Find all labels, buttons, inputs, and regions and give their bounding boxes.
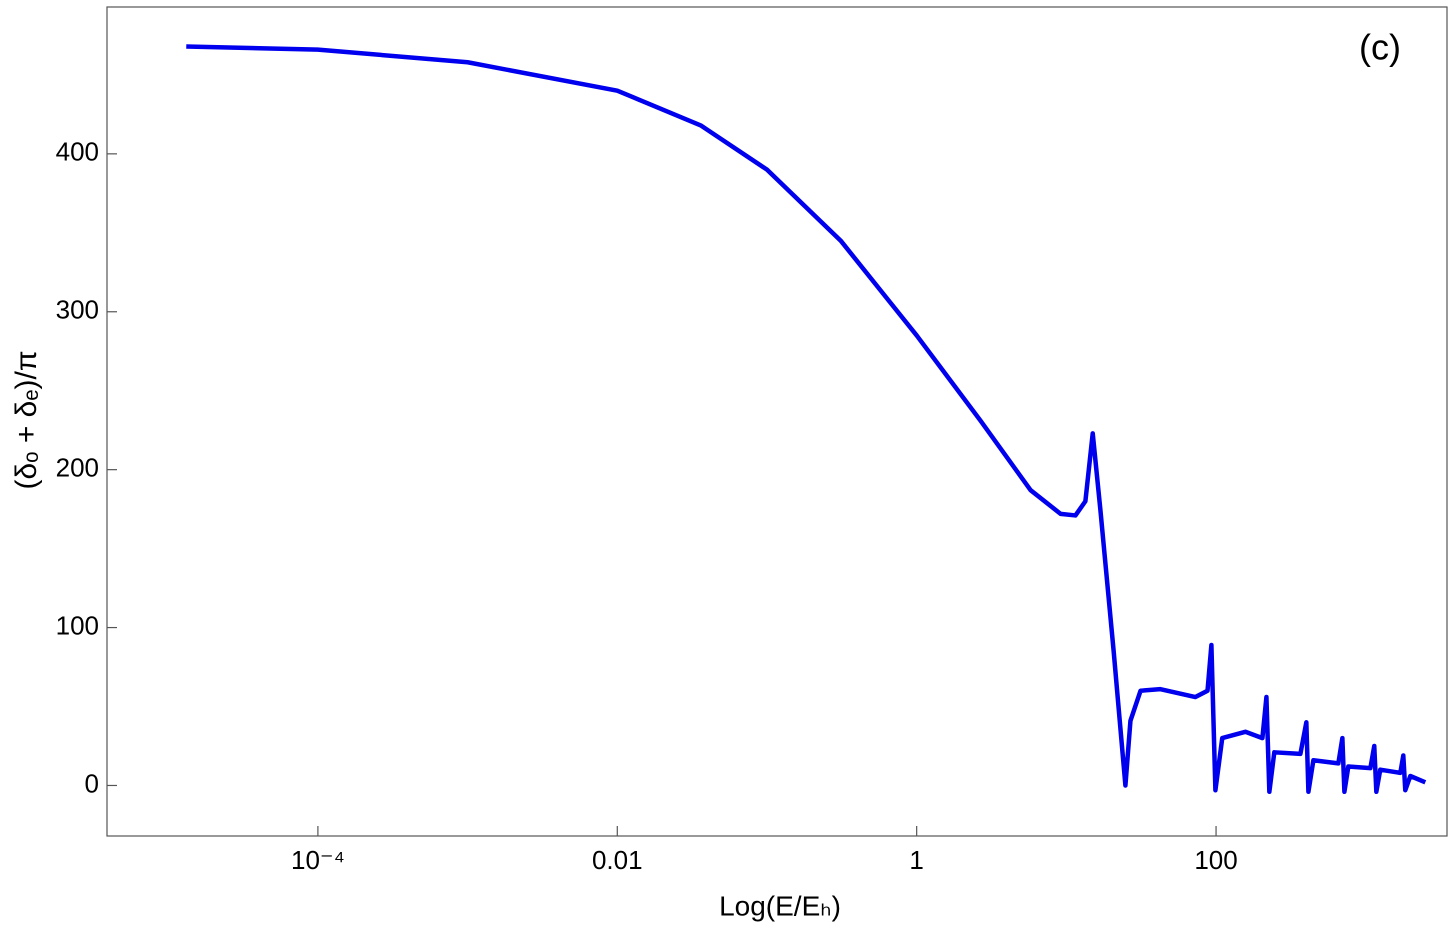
x-tick-label: 1	[909, 845, 923, 875]
x-axis-label: Log(E/Eₕ)	[719, 890, 841, 921]
y-axis-label: (δₒ + δₑ)/π	[10, 350, 43, 489]
y-tick-label: 0	[85, 768, 99, 798]
y-tick-label: 100	[56, 610, 99, 640]
y-tick-label: 400	[56, 137, 99, 167]
x-tick-label: 10⁻⁴	[291, 845, 345, 875]
y-tick-label: 200	[56, 453, 99, 483]
data-line	[186, 44, 1427, 795]
y-tick-label: 300	[56, 295, 99, 325]
panel-label: (c)	[1359, 27, 1401, 68]
x-tick-label: 100	[1194, 845, 1237, 875]
x-tick-label: 0.01	[592, 845, 643, 875]
plot-frame	[106, 6, 1448, 837]
